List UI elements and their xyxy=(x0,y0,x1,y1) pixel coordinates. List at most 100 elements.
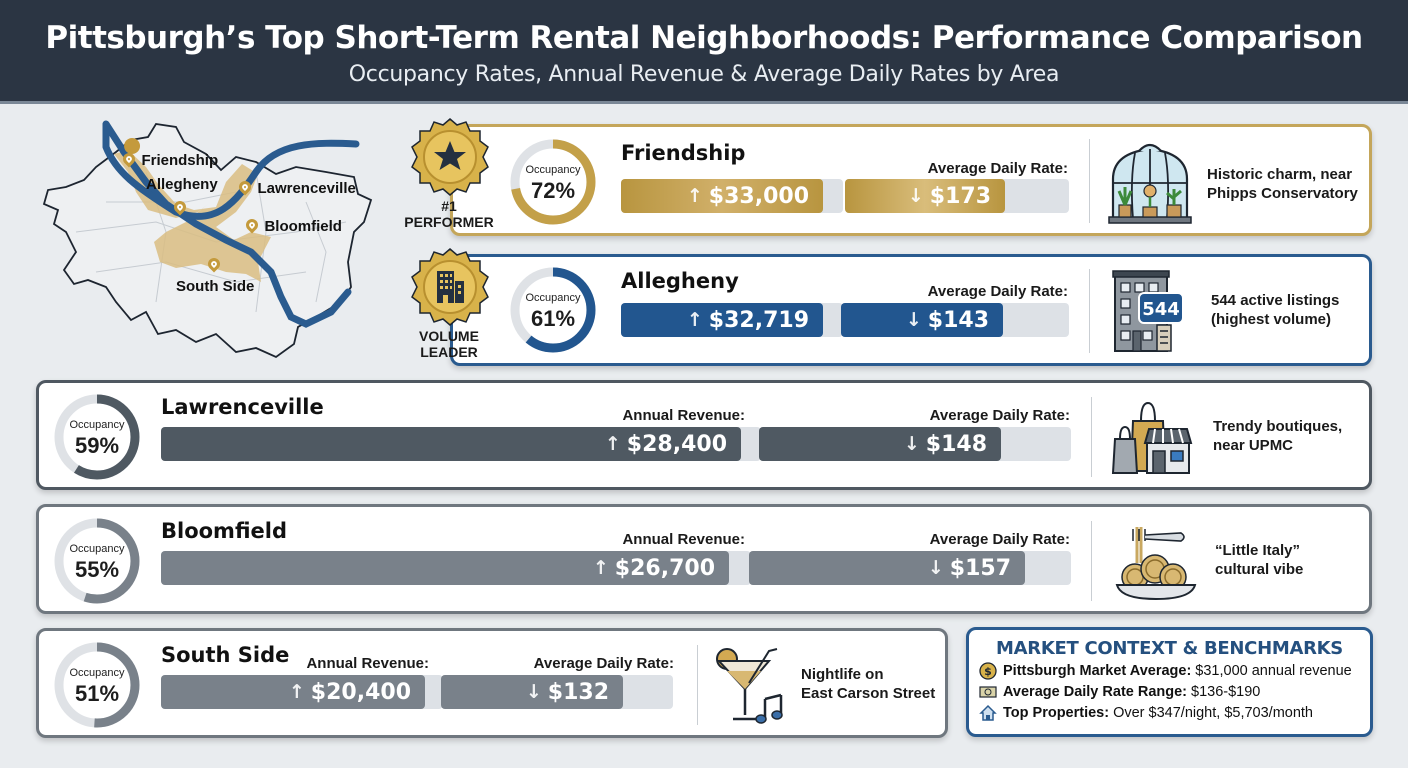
note-line-1: 544 active listings xyxy=(1211,292,1340,309)
neighborhood-name: Bloomfield xyxy=(161,519,287,543)
map-label-lawrenceville: Lawrenceville xyxy=(257,180,356,197)
revenue-label: Annual Revenue: xyxy=(622,407,745,424)
page-subtitle: Occupancy Rates, Annual Revenue & Averag… xyxy=(348,62,1060,87)
revenue-bar: ↑ $20,400 xyxy=(161,675,425,709)
note-line-2: Phipps Conservatory xyxy=(1207,185,1358,202)
neighborhood-name: South Side xyxy=(161,643,290,667)
badge-line-2: LEADER xyxy=(420,344,478,360)
market-row-label: Average Daily Rate Range: xyxy=(1003,684,1188,700)
note-line-2: cultural vibe xyxy=(1215,561,1304,578)
revenue-bar-track: ↑ $32,719 xyxy=(621,303,843,337)
map-pin-lawrenceville[interactable]: Lawrenceville xyxy=(236,178,356,198)
neighborhood-note: Nightlife on East Carson Street xyxy=(801,665,935,703)
revenue-bar-track: ↑ $28,400 xyxy=(161,427,761,461)
revenue-value: $28,400 xyxy=(626,431,727,457)
revenue-label: Annual Revenue: xyxy=(306,655,429,672)
occupancy-donut: Occupancy 51% xyxy=(51,639,143,731)
market-row: $ Pittsburgh Market Average: $31,000 ann… xyxy=(979,662,1370,680)
up-arrow-icon: ↑ xyxy=(592,557,609,579)
conservatory-icon xyxy=(1105,139,1195,225)
adr-value: $143 xyxy=(927,307,989,333)
note-line-1: Historic charm, near xyxy=(1207,166,1353,183)
map-pin-south-side[interactable] xyxy=(205,255,223,275)
map-label-allegheny: Allegheny xyxy=(146,176,218,193)
adr-bar: ↓ $157 xyxy=(749,551,1025,585)
down-arrow-icon: ↓ xyxy=(905,309,922,331)
adr-bar: ↓ $148 xyxy=(759,427,1001,461)
adr-bar-track: ↓ $148 xyxy=(759,427,1071,461)
pittsburgh-map-icon xyxy=(42,120,373,359)
occupancy-label: Occupancy xyxy=(69,667,125,679)
neighborhood-map: Friendship Allegheny Lawrenceville Bloom… xyxy=(36,112,406,372)
neighborhood-note: 544 active listings (highest volume) xyxy=(1211,291,1339,329)
neighborhood-name: Allegheny xyxy=(621,269,739,293)
adr-label: Average Daily Rate: xyxy=(927,160,1068,177)
neighborhood-card-south-side: Occupancy 51% South Side Annual Revenue:… xyxy=(36,628,948,738)
adr-value: $132 xyxy=(547,679,609,705)
map-pin-friendship[interactable]: Friendship xyxy=(120,150,219,170)
top-performer-medal xyxy=(410,117,490,197)
market-row-value: $31,000 annual revenue xyxy=(1195,663,1352,679)
card-divider xyxy=(697,645,698,725)
apartment-building-icon: 544 xyxy=(1109,269,1199,355)
occupancy-label: Occupancy xyxy=(525,292,581,304)
map-label-allegheny-wrap: Allegheny xyxy=(146,176,218,194)
market-row-label: Top Properties: xyxy=(1003,705,1110,721)
map-pin-icon xyxy=(205,255,223,273)
card-divider xyxy=(1089,269,1090,353)
adr-label: Average Daily Rate: xyxy=(927,283,1068,300)
neighborhood-name: Friendship xyxy=(621,141,746,165)
adr-value: $157 xyxy=(949,555,1011,581)
map-label-friendship: Friendship xyxy=(141,152,219,169)
shopping-bags-storefront-icon xyxy=(1111,399,1201,479)
occupancy-donut: Occupancy 61% xyxy=(507,264,599,356)
down-arrow-icon: ↓ xyxy=(525,681,542,703)
revenue-bar-track: ↑ $26,700 xyxy=(161,551,751,585)
market-row: Top Properties: Over $347/night, $5,703/… xyxy=(979,704,1370,722)
adr-bar-track: ↓ $132 xyxy=(441,675,673,709)
badge-line-1: #1 xyxy=(441,198,457,214)
building-icon xyxy=(437,271,464,303)
market-row-value: $136-$190 xyxy=(1191,684,1261,700)
occupancy-value: 61% xyxy=(530,306,576,331)
card-divider xyxy=(1091,397,1092,477)
badge-caption: VOLUME LEADER xyxy=(399,328,499,360)
adr-label: Average Daily Rate: xyxy=(929,531,1070,548)
map-pin-icon xyxy=(243,216,261,234)
neighborhood-note: Trendy boutiques, near UPMC xyxy=(1213,417,1342,455)
map-pin-bloomfield[interactable]: Bloomfield xyxy=(243,216,342,236)
revenue-value: $26,700 xyxy=(614,555,715,581)
occupancy-value: 55% xyxy=(74,557,120,582)
occupancy-donut: Occupancy 59% xyxy=(51,391,143,483)
map-pin-allegheny[interactable] xyxy=(171,198,189,218)
map-label-south-side: South Side xyxy=(176,278,255,295)
neighborhood-card-allegheny: Allegheny Average Daily Rate: ↑ $32,719 … xyxy=(450,254,1372,366)
adr-bar-track: ↓ $157 xyxy=(749,551,1071,585)
page-header: Pittsburgh’s Top Short-Term Rental Neigh… xyxy=(0,0,1408,104)
spaghetti-plate-icon xyxy=(1113,523,1203,603)
market-row-value: Over $347/night, $5,703/month xyxy=(1113,705,1313,721)
revenue-value: $20,400 xyxy=(310,679,411,705)
market-row-label: Pittsburgh Market Average: xyxy=(1003,663,1192,679)
note-line-1: Nightlife on xyxy=(801,666,884,683)
neighborhood-note: Historic charm, near Phipps Conservatory xyxy=(1207,165,1358,203)
svg-text:$: $ xyxy=(984,665,992,678)
cocktail-music-icon xyxy=(713,647,803,727)
market-title: MARKET CONTEXT & BENCHMARKS xyxy=(996,638,1343,659)
revenue-value: $33,000 xyxy=(708,183,809,209)
occupancy-donut: Occupancy 72% xyxy=(507,136,599,228)
volume-leader-medal xyxy=(410,247,490,327)
card-divider xyxy=(1089,139,1090,223)
badge-line-2: PERFORMER xyxy=(404,214,494,230)
adr-bar-track: ↓ $173 xyxy=(845,179,1069,213)
adr-bar-track: ↓ $143 xyxy=(841,303,1069,337)
neighborhood-card-lawrenceville: Occupancy 59% Lawrenceville Annual Reven… xyxy=(36,380,1372,490)
revenue-bar: ↑ $26,700 xyxy=(161,551,729,585)
map-label-south-side-wrap: South Side xyxy=(176,278,254,296)
up-arrow-icon: ↑ xyxy=(686,309,703,331)
card-divider xyxy=(1091,521,1092,601)
dollar-coin-icon: $ xyxy=(979,662,997,680)
revenue-bar-track: ↑ $20,400 xyxy=(161,675,443,709)
page-title: Pittsburgh’s Top Short-Term Rental Neigh… xyxy=(45,20,1363,56)
star-icon xyxy=(434,141,466,170)
